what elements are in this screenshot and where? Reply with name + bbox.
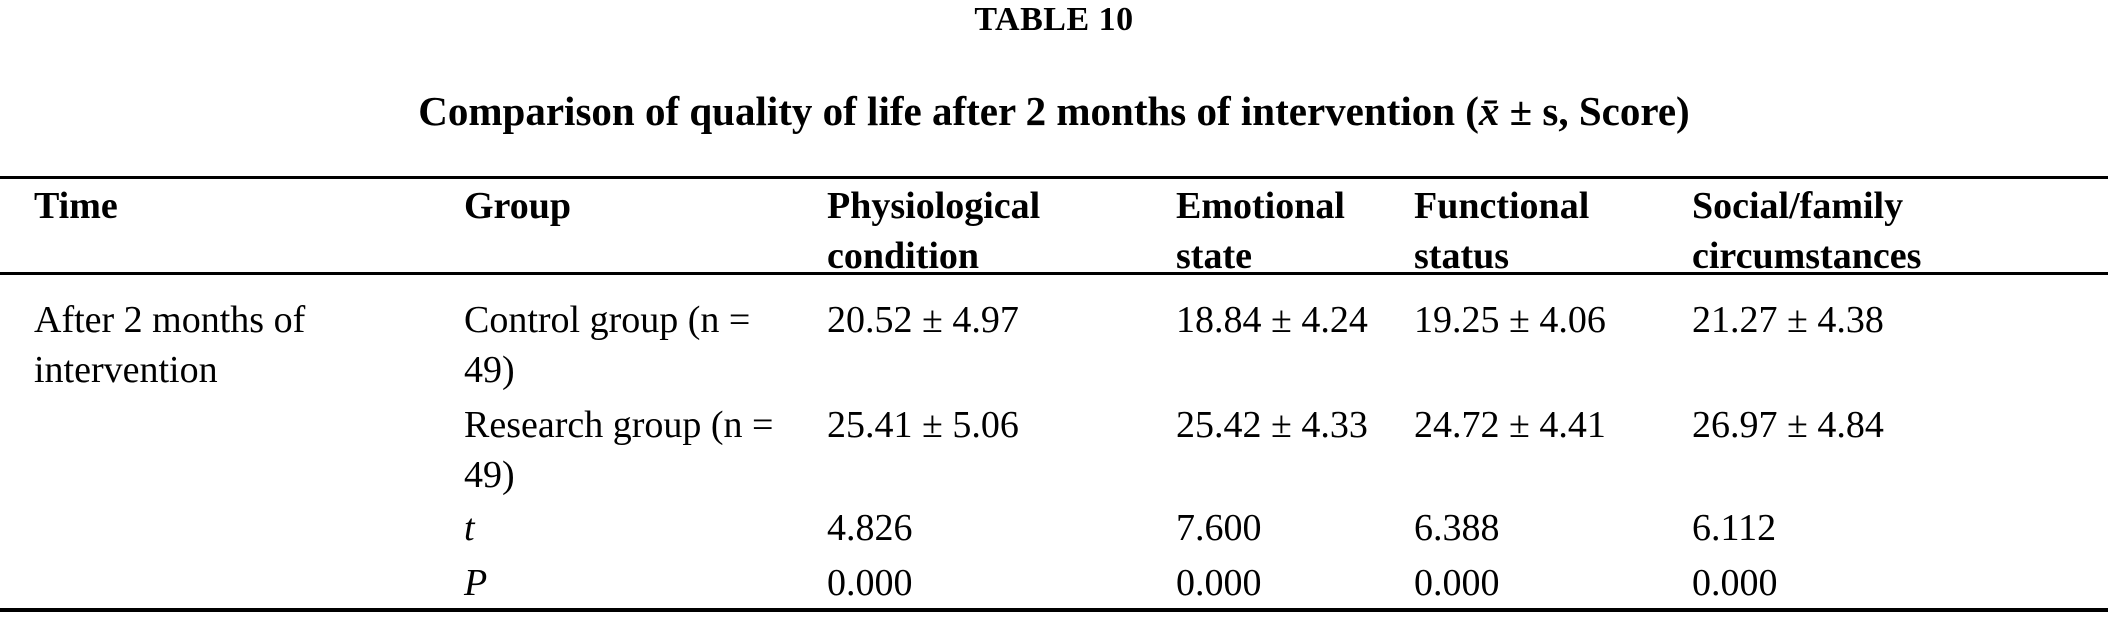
value: 18.84 ± 4.24 <box>1176 299 1368 341</box>
cell-p-functional: 0.000 <box>1414 558 1692 608</box>
value: 25.42 ± 4.33 <box>1176 404 1368 446</box>
cell-control-functional: 19.25 ± 4.06 <box>1414 295 1692 345</box>
cell-group-control: Control group (n = 49) <box>464 295 827 395</box>
cell-t-physiological: 4.826 <box>827 503 1176 553</box>
table-number-label: TABLE 10 <box>974 1 1134 38</box>
cell-t-label: t <box>464 503 827 553</box>
value: 20.52 ± 4.97 <box>827 299 1019 341</box>
header-label-time: Time <box>34 185 118 227</box>
value: 26.97 ± 4.84 <box>1692 404 1884 446</box>
cell-time-label: After 2 months of intervention <box>0 295 464 395</box>
value: 21.27 ± 4.38 <box>1692 299 1884 341</box>
header-label-line: Social/family <box>1692 185 1904 227</box>
cell-t-functional: 6.388 <box>1414 503 1692 553</box>
header-cell-group: Group <box>464 181 827 231</box>
header-cell-time: Time <box>0 181 464 231</box>
value: 0.000 <box>827 562 913 604</box>
header-cell-social-family: Social/family circumstances <box>1692 181 2108 281</box>
cell-p-emotional: 0.000 <box>1176 558 1414 608</box>
table-row-control-group: After 2 months of intervention Control g… <box>0 275 2108 400</box>
cell-research-social: 26.97 ± 4.84 <box>1692 400 2108 450</box>
table-row-research-group: Research group (n = 49) 25.41 ± 5.06 25.… <box>0 400 2108 503</box>
group-line: Control group (n = <box>464 299 751 341</box>
t-statistic-label: t <box>464 507 475 549</box>
cell-t-emotional: 7.600 <box>1176 503 1414 553</box>
cell-p-label: P <box>464 558 827 608</box>
header-label-line: circumstances <box>1692 235 1922 277</box>
quality-of-life-table: Time Group Physiological condition Emoti… <box>0 176 2108 612</box>
value: 4.826 <box>827 507 913 549</box>
value: 6.112 <box>1692 507 1777 549</box>
header-label-line: status <box>1414 235 1510 277</box>
header-cell-physiological-condition: Physiological condition <box>827 181 1176 281</box>
value: 24.72 ± 4.41 <box>1414 404 1606 446</box>
cell-control-social: 21.27 ± 4.38 <box>1692 295 2108 345</box>
caption-xbar-symbol: x̄ <box>1478 88 1500 134</box>
caption-text-prefix: Comparison of quality of life after 2 mo… <box>418 88 1479 134</box>
cell-p-physiological: 0.000 <box>827 558 1176 608</box>
group-line: 49) <box>464 349 515 391</box>
value: 25.41 ± 5.06 <box>827 404 1019 446</box>
value: 6.388 <box>1414 507 1500 549</box>
header-cell-functional-status: Functional status <box>1414 181 1692 281</box>
header-cell-emotional-state: Emotional state <box>1176 181 1414 281</box>
value: 7.600 <box>1176 507 1262 549</box>
value: 0.000 <box>1692 562 1778 604</box>
cell-p-social: 0.000 <box>1692 558 2108 608</box>
value: 0.000 <box>1176 562 1262 604</box>
group-line: Research group (n = <box>464 404 774 446</box>
header-label-line: state <box>1176 235 1252 277</box>
table-header-row: Time Group Physiological condition Emoti… <box>0 179 2108 277</box>
cell-control-emotional: 18.84 ± 4.24 <box>1176 295 1414 345</box>
cell-research-physiological: 25.41 ± 5.06 <box>827 400 1176 450</box>
header-label-line: condition <box>827 235 980 277</box>
cell-group-research: Research group (n = 49) <box>464 400 827 500</box>
header-label-line: Physiological <box>827 185 1041 227</box>
time-line: After 2 months of <box>34 299 306 341</box>
header-label-group: Group <box>464 185 572 227</box>
table-caption: Comparison of quality of life after 2 mo… <box>0 88 2108 134</box>
time-line: intervention <box>34 349 218 391</box>
caption-text-suffix: ± s, Score) <box>1499 88 1690 134</box>
value: 19.25 ± 4.06 <box>1414 299 1606 341</box>
table-row-p-value: P 0.000 0.000 0.000 0.000 <box>0 558 2108 608</box>
header-label-line: Emotional <box>1176 185 1345 227</box>
group-line: 49) <box>464 454 515 496</box>
value: 0.000 <box>1414 562 1500 604</box>
cell-t-social: 6.112 <box>1692 503 2108 553</box>
header-label-line: Functional <box>1414 185 1590 227</box>
cell-control-physiological: 20.52 ± 4.97 <box>827 295 1176 345</box>
cell-research-functional: 24.72 ± 4.41 <box>1414 400 1692 450</box>
p-value-label: P <box>464 562 488 604</box>
table-row-t-statistic: t 4.826 7.600 6.388 6.112 <box>0 503 2108 558</box>
cell-research-emotional: 25.42 ± 4.33 <box>1176 400 1414 450</box>
